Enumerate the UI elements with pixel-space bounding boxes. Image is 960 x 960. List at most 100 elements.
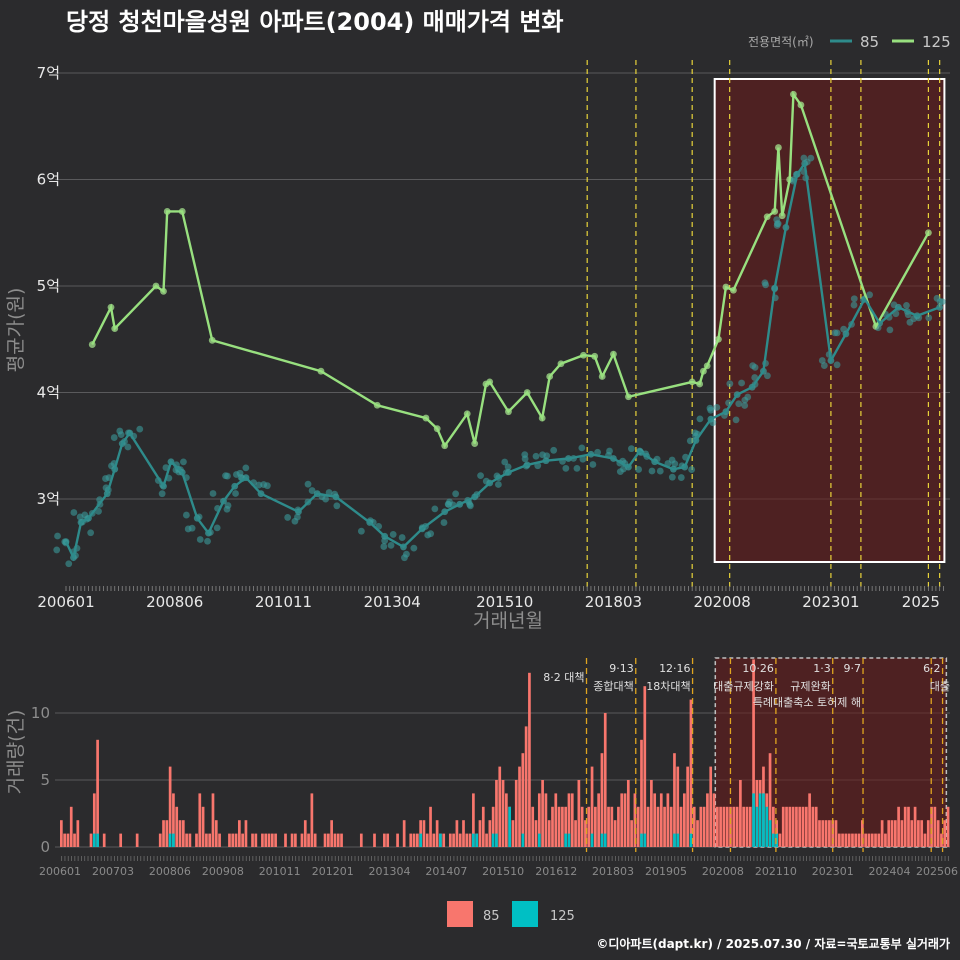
- volume-bar-85: [383, 833, 386, 847]
- volume-bar-85: [336, 833, 340, 847]
- volume-bar-85: [442, 833, 446, 847]
- volume-bar-85: [574, 820, 577, 847]
- price-y-ticks: 3억 4억 5억 6억 7억: [37, 64, 60, 508]
- price-point-85: [389, 531, 397, 538]
- volume-bar-85: [416, 833, 419, 847]
- volume-bar-85: [903, 806, 907, 847]
- policy-sublabel: 특례대출축소 토허제 해: [753, 695, 861, 709]
- volume-bar-85: [893, 820, 897, 847]
- price-x-tick-label: 202008: [694, 593, 751, 611]
- volume-bar-85: [676, 766, 680, 847]
- price-y-tick-label: 5억: [37, 277, 60, 295]
- volume-bar-85: [719, 806, 722, 847]
- volume-bar-85: [626, 780, 630, 847]
- volume-bar-85: [597, 793, 600, 847]
- volume-bar-85: [241, 833, 244, 847]
- volume-bar-85: [821, 820, 825, 847]
- volume-y-ticks: 0 5 10: [31, 704, 50, 856]
- price-highlight-box: [713, 78, 946, 563]
- volume-bar-85: [462, 820, 465, 847]
- volume-bar-85: [946, 806, 950, 847]
- volume-bar-85: [409, 833, 413, 847]
- volume-bar-85: [300, 833, 304, 847]
- price-point-85: [380, 543, 388, 550]
- volume-bar-125: [640, 833, 643, 847]
- price-point-85: [110, 434, 118, 441]
- volume-bar-85: [541, 780, 544, 847]
- volume-bar-125: [564, 833, 568, 847]
- volume-bar-85: [943, 820, 947, 847]
- policy-sublabel: 대출규제강화: [713, 680, 774, 693]
- price-point-85: [606, 447, 613, 455]
- volume-bar-85: [940, 833, 943, 847]
- price-point-85: [398, 534, 406, 541]
- price-point-85: [744, 393, 752, 401]
- volume-bar-85: [432, 833, 436, 847]
- volume-bar-85: [73, 833, 76, 847]
- bar-legend-swatch-85: [447, 901, 473, 927]
- price-point-85: [890, 301, 898, 309]
- volume-bar-85: [653, 793, 657, 847]
- volume-bar-125: [772, 833, 775, 847]
- volume-bar-125: [758, 793, 762, 847]
- price-point-85: [818, 357, 826, 364]
- volume-bar-85: [732, 806, 736, 847]
- price-y-tick-label: 3억: [37, 490, 60, 508]
- volume-bar-85: [491, 806, 495, 847]
- volume-bar-125: [600, 833, 604, 847]
- volume-bar-85: [422, 820, 426, 847]
- volume-bar-85: [168, 766, 172, 847]
- price-point-85: [738, 379, 745, 387]
- price-point-85: [213, 524, 221, 532]
- policy-label: 8·2 대책: [543, 671, 584, 684]
- volume-bar-85: [567, 793, 571, 847]
- volume-bar-85: [472, 793, 475, 847]
- volume-bar-85: [603, 713, 607, 847]
- volume-bar-85: [610, 806, 614, 847]
- volume-bar-85: [702, 806, 706, 847]
- volume-bar-85: [798, 806, 802, 847]
- volume-policy-lines: [585, 658, 944, 852]
- volume-bar-85: [267, 833, 271, 847]
- price-policy-lines: [586, 60, 941, 590]
- volume-bar-85: [847, 833, 851, 847]
- volume-bar-85: [495, 780, 498, 847]
- volume-bar-85: [537, 793, 541, 847]
- price-point-85: [850, 301, 858, 309]
- volume-bar-125: [495, 833, 498, 847]
- volume-bar-85: [808, 793, 811, 847]
- volume-bar-125: [491, 833, 495, 847]
- price-point-85: [387, 542, 395, 549]
- volume-bar-85: [435, 820, 439, 847]
- volume-bar-85: [478, 820, 482, 847]
- volume-x-tick-label: 202506: [916, 865, 958, 878]
- price-point-85: [440, 519, 448, 526]
- price-point-85: [732, 416, 740, 424]
- volume-bar-85: [373, 833, 376, 847]
- volume-bar-85: [636, 806, 640, 847]
- volume-chart: 8·2 대책 9·13 종합대책 12·16 18차대책 10·26 대출규제강화 1·3 규제…: [5, 657, 958, 878]
- volume-bar-125: [752, 793, 755, 847]
- price-point-85: [158, 490, 166, 498]
- price-point-85: [696, 415, 704, 423]
- price-point-85: [735, 400, 743, 408]
- volume-x-tick-label: 200703: [92, 865, 134, 878]
- volume-bar-85: [778, 833, 782, 847]
- price-point-85: [333, 502, 341, 510]
- price-point-85: [648, 467, 656, 475]
- volume-bar-85: [102, 833, 106, 847]
- price-point-85: [578, 444, 586, 452]
- volume-bar-85: [425, 833, 429, 847]
- volume-bar-85: [524, 726, 528, 847]
- price-point-85: [427, 530, 435, 538]
- volume-bar-85: [396, 833, 399, 847]
- price-point-85: [741, 402, 749, 409]
- price-point-85: [76, 513, 84, 521]
- price-point-85: [773, 222, 781, 229]
- volume-bar-85: [696, 820, 699, 847]
- volume-bar-85: [323, 833, 327, 847]
- price-point-85: [54, 532, 61, 540]
- volume-bar-85: [412, 833, 416, 847]
- volume-bar-125: [521, 833, 525, 847]
- volume-bar-85: [804, 806, 808, 847]
